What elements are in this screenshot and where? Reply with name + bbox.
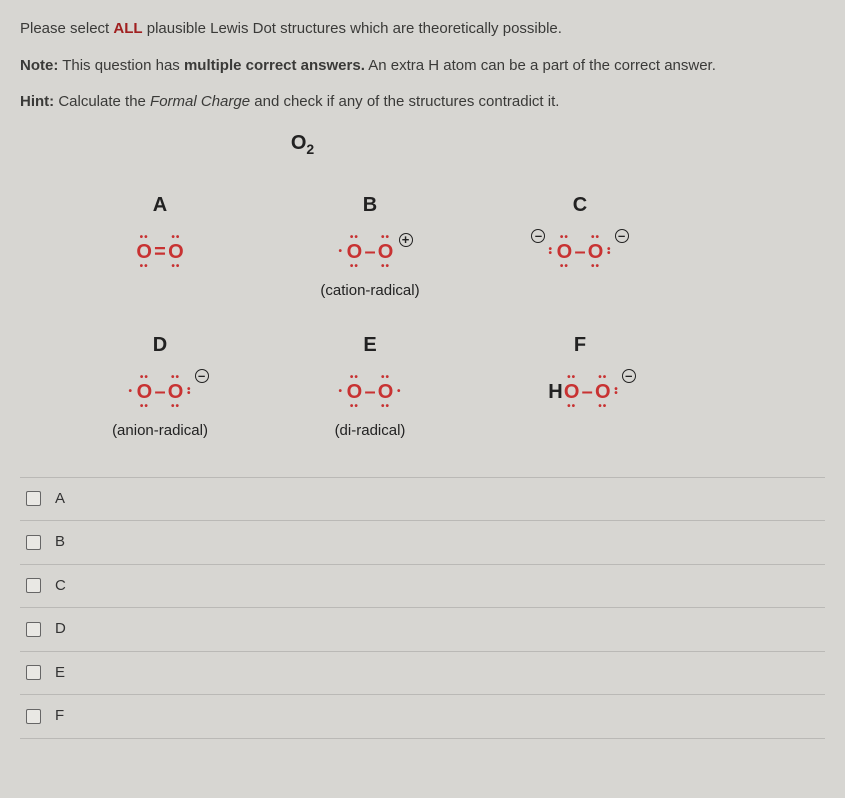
single-bond: – [154, 377, 165, 407]
minus-charge-icon: – [622, 369, 636, 383]
checkbox-icon[interactable] [26, 578, 41, 593]
note-label: Note: [20, 57, 58, 74]
single-bond: – [364, 237, 375, 267]
lewis-structure: O ••••• – O ••••• [270, 368, 470, 416]
single-bond: – [574, 237, 585, 267]
option-label: F [55, 705, 64, 728]
oxygen-atom: O •••• [135, 237, 153, 267]
checkbox-icon[interactable] [26, 665, 41, 680]
molecule-subscript: 2 [306, 141, 314, 157]
intro-line-3: Hint: Calculate the Formal Charge and ch… [20, 91, 825, 114]
structures-grid: A O •••• = O •••• B O ••••• – O [60, 190, 825, 443]
option-row[interactable]: A [20, 477, 825, 522]
text: This question has [58, 57, 184, 74]
cell-label: B [270, 190, 470, 220]
option-label: D [55, 618, 66, 641]
minus-charge-icon: – [531, 229, 545, 243]
text: Please select [20, 20, 113, 37]
emphasis-all: ALL [113, 20, 142, 37]
lewis-structure: H O •••• – O •••••• – [480, 368, 680, 416]
checkbox-icon[interactable] [26, 491, 41, 506]
question-intro: Please select ALL plausible Lewis Dot st… [20, 18, 825, 114]
double-bond: = [154, 237, 166, 267]
cell-label: E [270, 330, 470, 360]
oxygen-atom: O •••••• [587, 237, 605, 267]
oxygen-atom: O •••••• [594, 377, 612, 407]
oxygen-atom: O •••••• [167, 377, 185, 407]
cell-label: C [480, 190, 680, 220]
checkbox-icon[interactable] [26, 622, 41, 637]
lewis-structure: O ••••• – O •••••• – [60, 368, 260, 416]
answer-options: A B C D E F [20, 477, 825, 739]
option-row[interactable]: C [20, 565, 825, 609]
molecule-title: O2 [20, 128, 825, 160]
checkbox-icon[interactable] [26, 535, 41, 550]
option-row[interactable]: B [20, 521, 825, 565]
option-label: C [55, 575, 66, 598]
oxygen-atom: O ••••• [377, 377, 395, 407]
structure-cell-f: F H O •••• – O •••••• – [480, 330, 680, 443]
cell-caption: (cation-radical) [270, 280, 470, 303]
oxygen-atom: O ••••• [345, 377, 363, 407]
text-italic: Formal Charge [150, 93, 250, 110]
minus-charge-icon: – [615, 229, 629, 243]
structure-cell-d: D O ••••• – O •••••• – (anion-radical) [60, 330, 260, 443]
oxygen-atom: O •••• [377, 237, 395, 267]
option-row[interactable]: D [20, 608, 825, 652]
molecule-symbol: O [291, 132, 307, 154]
oxygen-atom: O •••••• [555, 237, 573, 267]
option-row[interactable]: E [20, 652, 825, 696]
option-label: B [55, 531, 65, 554]
option-label: A [55, 488, 65, 511]
cell-label: A [60, 190, 260, 220]
oxygen-atom: O •••• [167, 237, 185, 267]
text-bold: multiple correct answers. [184, 57, 365, 74]
structure-cell-a: A O •••• = O •••• [60, 190, 260, 303]
structure-cell-b: B O ••••• – O •••• + (cation-radical) [270, 190, 470, 303]
option-label: E [55, 662, 65, 685]
text: and check if any of the structures contr… [250, 93, 559, 110]
option-row[interactable]: F [20, 695, 825, 739]
structure-cell-c: C – O •••••• – O •••••• – [480, 190, 680, 303]
minus-charge-icon: – [195, 369, 209, 383]
cell-caption: (anion-radical) [60, 420, 260, 443]
oxygen-atom: O ••••• [345, 237, 363, 267]
intro-line-2: Note: This question has multiple correct… [20, 55, 825, 78]
intro-line-1: Please select ALL plausible Lewis Dot st… [20, 18, 825, 41]
cell-label: D [60, 330, 260, 360]
hydrogen-atom: H [548, 377, 562, 407]
oxygen-atom: O •••• [563, 377, 581, 407]
lewis-structure: – O •••••• – O •••••• – [480, 228, 680, 276]
oxygen-atom: O ••••• [135, 377, 153, 407]
text: Calculate the [54, 93, 150, 110]
single-bond: – [364, 377, 375, 407]
lewis-structure: O •••• = O •••• [60, 228, 260, 276]
cell-label: F [480, 330, 680, 360]
structure-cell-e: E O ••••• – O ••••• (di-radical) [270, 330, 470, 443]
text: plausible Lewis Dot structures which are… [143, 20, 562, 37]
lewis-structure: O ••••• – O •••• + [270, 228, 470, 276]
single-bond: – [582, 377, 593, 407]
plus-charge-icon: + [399, 233, 413, 247]
checkbox-icon[interactable] [26, 709, 41, 724]
text: An extra H atom can be a part of the cor… [365, 57, 716, 74]
hint-label: Hint: [20, 93, 54, 110]
cell-caption: (di-radical) [270, 420, 470, 443]
